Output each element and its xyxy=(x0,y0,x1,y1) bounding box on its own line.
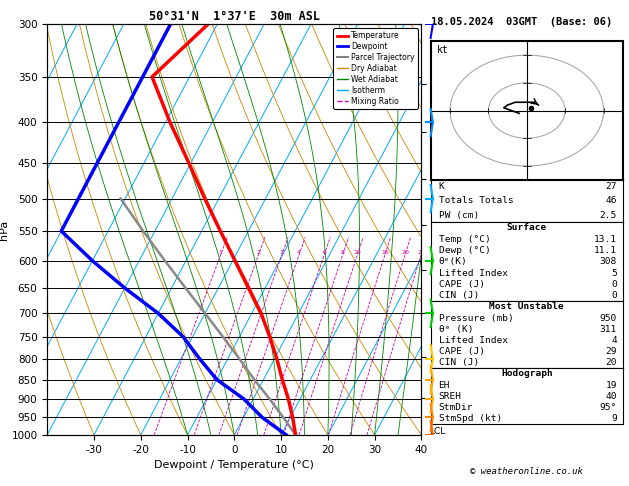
Text: 40: 40 xyxy=(606,392,617,401)
Text: PW (cm): PW (cm) xyxy=(438,210,479,220)
Text: 311: 311 xyxy=(599,325,617,334)
Text: 20: 20 xyxy=(606,358,617,367)
Text: Pressure (mb): Pressure (mb) xyxy=(438,313,513,323)
Text: CAPE (J): CAPE (J) xyxy=(438,347,484,356)
Text: 950: 950 xyxy=(599,313,617,323)
X-axis label: Dewpoint / Temperature (°C): Dewpoint / Temperature (°C) xyxy=(154,460,314,470)
Text: © weatheronline.co.uk: © weatheronline.co.uk xyxy=(470,467,583,476)
Text: 18.05.2024  03GMT  (Base: 06): 18.05.2024 03GMT (Base: 06) xyxy=(431,17,612,27)
Text: 308: 308 xyxy=(599,257,617,266)
Text: K: K xyxy=(438,182,444,191)
Text: SREH: SREH xyxy=(438,392,462,401)
Text: 11.1: 11.1 xyxy=(594,246,617,255)
Text: Lifted Index: Lifted Index xyxy=(438,336,508,345)
Text: Most Unstable: Most Unstable xyxy=(489,302,564,312)
Y-axis label: hPa: hPa xyxy=(0,220,9,240)
Text: 9: 9 xyxy=(611,414,617,423)
Text: 25: 25 xyxy=(417,250,425,255)
Text: CIN (J): CIN (J) xyxy=(438,291,479,300)
Text: 5: 5 xyxy=(611,269,617,278)
Text: 2.5: 2.5 xyxy=(599,210,617,220)
Text: LCL: LCL xyxy=(429,427,445,436)
Text: 0: 0 xyxy=(611,291,617,300)
Text: θᵉ(K): θᵉ(K) xyxy=(438,257,467,266)
Text: 13.1: 13.1 xyxy=(594,235,617,243)
Text: 27: 27 xyxy=(606,182,617,191)
Text: Temp (°C): Temp (°C) xyxy=(438,235,490,243)
Text: 2: 2 xyxy=(257,250,260,255)
Text: 8: 8 xyxy=(341,250,345,255)
Text: CIN (J): CIN (J) xyxy=(438,358,479,367)
Text: 15: 15 xyxy=(381,250,389,255)
Text: CAPE (J): CAPE (J) xyxy=(438,280,484,289)
Text: 1: 1 xyxy=(219,250,223,255)
Text: Totals Totals: Totals Totals xyxy=(438,196,513,206)
Text: Dewp (°C): Dewp (°C) xyxy=(438,246,490,255)
Text: 19: 19 xyxy=(606,381,617,390)
Text: θᵉ (K): θᵉ (K) xyxy=(438,325,473,334)
Text: 3: 3 xyxy=(280,250,284,255)
Text: kt: kt xyxy=(437,46,448,55)
Text: Hodograph: Hodograph xyxy=(501,369,553,379)
Text: 10: 10 xyxy=(353,250,361,255)
Text: StmSpd (kt): StmSpd (kt) xyxy=(438,414,502,423)
Text: 95°: 95° xyxy=(599,403,617,412)
Text: Surface: Surface xyxy=(507,223,547,232)
Text: 29: 29 xyxy=(606,347,617,356)
Text: 20: 20 xyxy=(401,250,409,255)
Text: EH: EH xyxy=(438,381,450,390)
Title: 50°31'N  1°37'E  30m ASL: 50°31'N 1°37'E 30m ASL xyxy=(149,10,320,23)
Text: Lifted Index: Lifted Index xyxy=(438,269,508,278)
Text: 4: 4 xyxy=(611,336,617,345)
Legend: Temperature, Dewpoint, Parcel Trajectory, Dry Adiabat, Wet Adiabat, Isotherm, Mi: Temperature, Dewpoint, Parcel Trajectory… xyxy=(333,28,418,109)
Text: 0: 0 xyxy=(611,280,617,289)
Text: 46: 46 xyxy=(606,196,617,206)
Text: 4: 4 xyxy=(297,250,301,255)
Y-axis label: km
ASL: km ASL xyxy=(448,220,465,239)
Text: 6: 6 xyxy=(322,250,326,255)
Text: StmDir: StmDir xyxy=(438,403,473,412)
